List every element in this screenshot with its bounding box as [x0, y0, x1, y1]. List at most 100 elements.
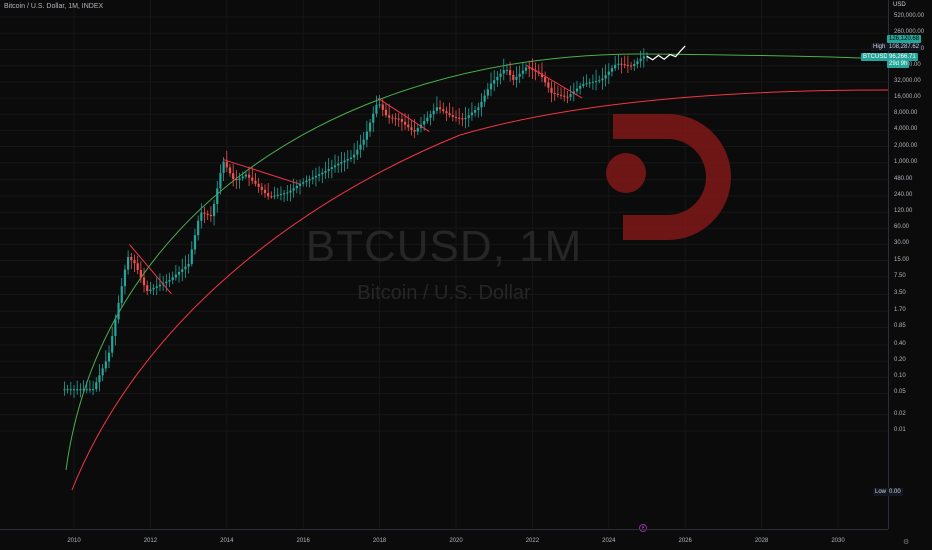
symbol-tag: BTCUSD — [861, 53, 890, 61]
candle-up — [330, 167, 333, 170]
candle-up — [127, 256, 130, 270]
target-price-tag: 126,120.68 — [887, 35, 922, 43]
candle-up — [607, 71, 610, 76]
candle-up — [149, 289, 152, 292]
price-chart[interactable] — [0, 0, 888, 529]
candle-down — [254, 180, 257, 184]
candle-down — [454, 116, 458, 118]
candle-down — [136, 263, 139, 270]
candle-down — [451, 115, 454, 117]
candle-down — [139, 269, 142, 278]
candle-up — [483, 95, 486, 102]
candle-down — [257, 183, 260, 187]
candle-up — [212, 203, 216, 217]
candle-down — [442, 109, 445, 112]
candle-down — [629, 65, 633, 67]
candle-up — [120, 286, 123, 303]
candle-down — [547, 82, 550, 88]
bear-trendline — [222, 158, 300, 185]
candle-up — [318, 174, 321, 176]
time-tick-label: 2020 — [449, 538, 463, 544]
watermark-symbol: BTCUSD, 1M — [305, 222, 583, 271]
candle-down — [461, 118, 464, 120]
candle-down — [228, 167, 232, 174]
candle-up — [276, 194, 279, 196]
price-tick-label: 0.85 — [894, 323, 906, 330]
candle-up — [107, 352, 111, 362]
candle-up — [617, 63, 620, 65]
candle-down — [225, 161, 228, 168]
candle-up — [349, 157, 353, 160]
time-tick-label: 2022 — [525, 538, 540, 544]
candle-up — [582, 83, 585, 86]
projection-path — [646, 45, 686, 61]
time-tick-label: 2012 — [143, 538, 158, 544]
time-scale[interactable]: 2010 2012 2014 2016 2018 2020 2022 2024 2026 2028… — [0, 529, 888, 550]
candle-up — [426, 117, 429, 122]
price-tick-label: 30.00 — [894, 240, 910, 247]
price-scale[interactable]: USD 520,000.00260,000.00128,000.0064,000… — [861, 0, 932, 529]
candle-down — [388, 115, 391, 118]
candle-up — [480, 101, 483, 108]
candle-up — [524, 67, 528, 71]
candle-up — [604, 75, 607, 79]
candle-up — [474, 109, 477, 113]
candle-up — [117, 302, 120, 320]
low-value-tag: 0.00 — [887, 488, 903, 496]
candle-up — [521, 70, 524, 74]
candle-up — [333, 165, 337, 168]
candle-up — [298, 183, 302, 186]
candle-up — [216, 188, 219, 204]
candle-down — [263, 189, 267, 194]
candle-down — [384, 109, 388, 116]
candle-up — [416, 128, 419, 132]
candle-up — [470, 112, 474, 116]
candle-down — [391, 117, 394, 119]
candle-up — [429, 114, 432, 118]
candle-down — [528, 67, 531, 69]
candle-up — [502, 70, 505, 74]
candle-down — [397, 118, 400, 120]
candle-up — [610, 68, 614, 72]
candle-down — [251, 177, 254, 181]
price-tick-label: 240.00 — [894, 191, 913, 198]
candle-up — [585, 83, 588, 85]
candle-up — [365, 131, 368, 140]
candle-down — [556, 93, 559, 95]
candle-up — [636, 61, 639, 64]
price-tick-label: 2,000.00 — [894, 142, 918, 149]
bear-trendline — [129, 244, 172, 295]
price-tick-label: 260,000.00 — [894, 29, 925, 36]
candle-up — [155, 286, 158, 288]
price-tick-label: 15.00 — [894, 256, 910, 263]
candle-down — [403, 121, 407, 125]
candle-down — [445, 111, 448, 114]
candle-up — [575, 88, 579, 92]
event-marker-icon[interactable]: ⚡ — [639, 524, 647, 532]
candle-up — [343, 160, 346, 163]
candle-up — [579, 85, 582, 89]
candle-up — [308, 179, 311, 181]
candle-down — [209, 214, 212, 217]
candle-up — [168, 280, 171, 282]
candle-up — [601, 78, 604, 81]
price-tick-label: 3.50 — [894, 290, 906, 297]
candle-up — [435, 107, 438, 111]
candle-down — [566, 96, 569, 98]
time-tick-label: 2016 — [296, 538, 310, 544]
chart-area[interactable]: Bitcoin / U.S. Dollar, 1M, INDEX BTCUSD,… — [0, 0, 888, 532]
candle-up — [111, 336, 114, 353]
currency-label: USD — [893, 2, 906, 8]
candle-down — [394, 118, 397, 120]
candle-up — [302, 182, 305, 184]
candle-up — [432, 110, 435, 115]
candle-up — [359, 144, 362, 150]
gear-icon[interactable]: ⚙ — [903, 539, 910, 546]
candle-up — [368, 122, 372, 132]
candle-up — [190, 249, 193, 264]
candle-down — [235, 179, 238, 181]
candle-down — [620, 63, 623, 65]
candle-down — [448, 113, 451, 116]
candle-up — [104, 361, 107, 369]
candle-up — [337, 163, 340, 166]
